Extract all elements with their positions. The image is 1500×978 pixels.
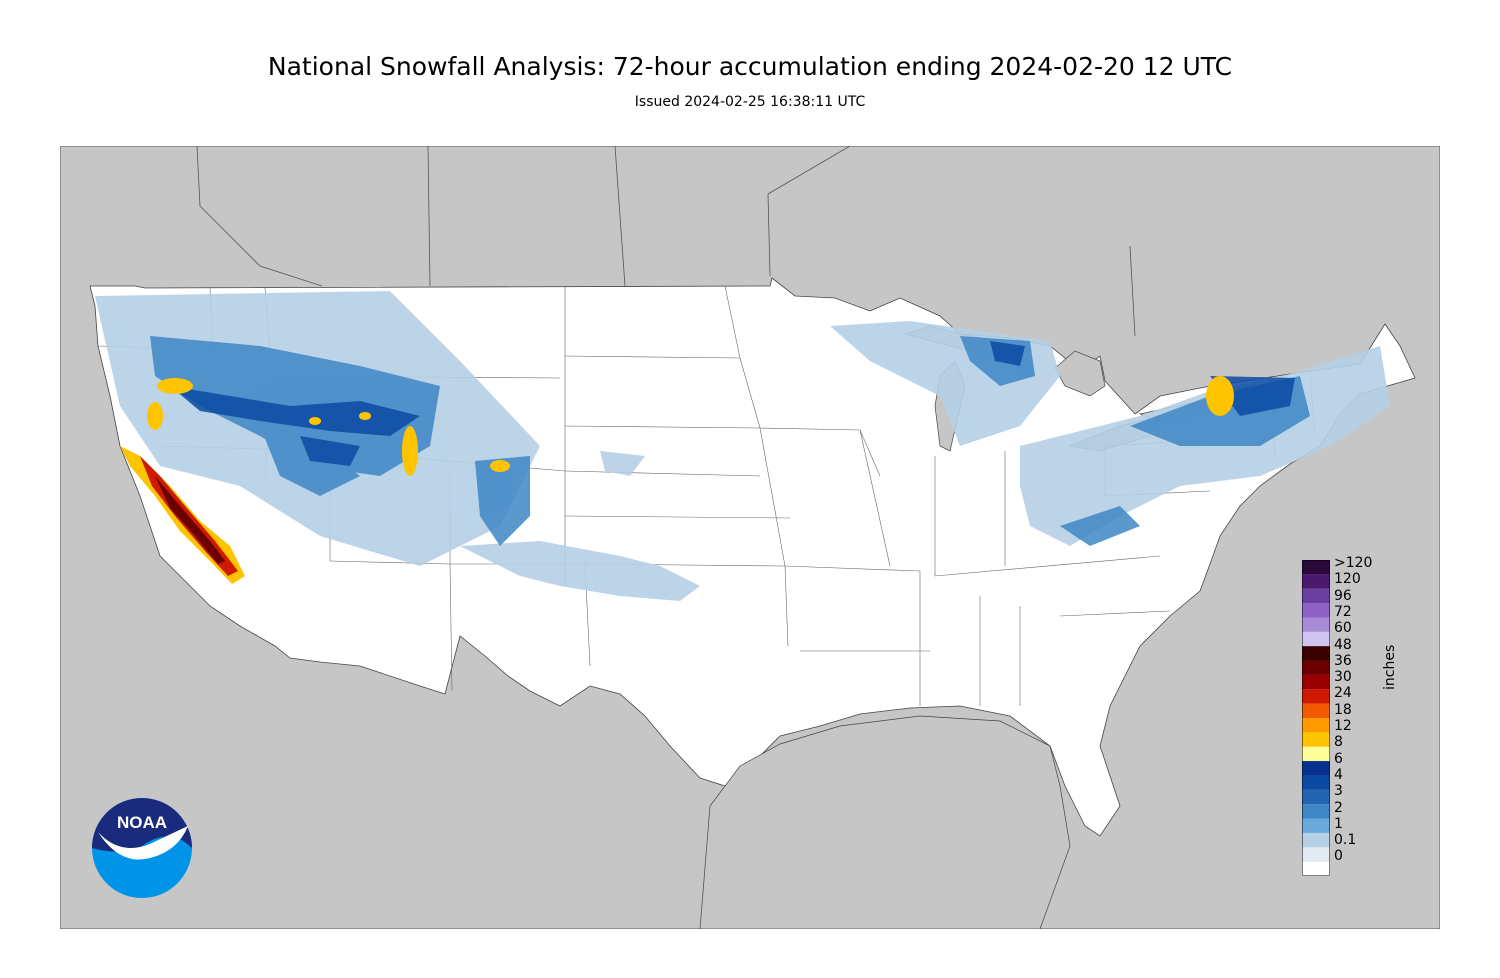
international-borders bbox=[196, 146, 1136, 337]
legend-swatch bbox=[1302, 746, 1330, 762]
legend-swatch bbox=[1302, 631, 1330, 647]
legend-swatch bbox=[1302, 804, 1330, 819]
legend-swatch bbox=[1302, 588, 1330, 604]
snowfall-map bbox=[60, 146, 1440, 929]
legend-label: 0 bbox=[1334, 848, 1343, 865]
legend-swatch bbox=[1302, 574, 1330, 589]
legend-swatch bbox=[1302, 861, 1330, 876]
legend-swatch bbox=[1302, 617, 1330, 632]
legend-swatch bbox=[1302, 646, 1330, 661]
legend-label: 6 bbox=[1334, 750, 1343, 767]
legend-label: 2 bbox=[1334, 799, 1343, 816]
legend-label: >120 bbox=[1334, 555, 1373, 571]
legend-swatch bbox=[1302, 761, 1330, 776]
legend-label: 3 bbox=[1334, 783, 1343, 800]
noaa-logo: NOAA bbox=[92, 798, 192, 898]
legend-swatch bbox=[1302, 689, 1330, 704]
legend-swatch bbox=[1302, 818, 1330, 833]
legend-label: 0.1 bbox=[1334, 832, 1357, 849]
issued-timestamp: Issued 2024-02-25 16:38:11 UTC bbox=[634, 94, 866, 110]
legend-label: 48 bbox=[1334, 636, 1352, 653]
legend-swatch bbox=[1302, 732, 1330, 747]
legend-label: 8 bbox=[1334, 734, 1343, 751]
sierra-heavy-snow bbox=[120, 446, 245, 584]
legend-units: inches bbox=[1382, 644, 1398, 690]
legend-swatch bbox=[1302, 560, 1330, 575]
legend-colorbar bbox=[1302, 560, 1330, 876]
legend-label: 30 bbox=[1334, 669, 1352, 686]
legend-swatch bbox=[1302, 718, 1330, 733]
legend-swatch bbox=[1302, 674, 1330, 690]
legend-label: 24 bbox=[1334, 685, 1352, 702]
legend-border bbox=[1302, 560, 1330, 876]
legend-label: 18 bbox=[1334, 701, 1352, 718]
legend-label: 60 bbox=[1334, 620, 1352, 637]
legend-swatch bbox=[1302, 603, 1330, 618]
legend-label: 72 bbox=[1334, 603, 1352, 620]
legend-swatch bbox=[1302, 775, 1330, 790]
legend-label: 120 bbox=[1334, 571, 1361, 588]
legend-swatch bbox=[1302, 832, 1330, 848]
legend-swatch bbox=[1302, 660, 1330, 675]
legend-swatch bbox=[1302, 703, 1330, 718]
legend-swatch bbox=[1302, 847, 1330, 862]
legend-swatch bbox=[1302, 789, 1330, 805]
snow-hotspots bbox=[147, 376, 1234, 476]
legend-label: 4 bbox=[1334, 766, 1343, 783]
noaa-logo-text: NOAA bbox=[117, 813, 167, 832]
legend-label: 96 bbox=[1334, 587, 1352, 604]
legend-label: 36 bbox=[1334, 652, 1352, 669]
legend-label: 12 bbox=[1334, 718, 1352, 734]
map-title: National Snowfall Analysis: 72-hour accu… bbox=[267, 52, 1233, 81]
legend-label: 1 bbox=[1334, 815, 1343, 832]
